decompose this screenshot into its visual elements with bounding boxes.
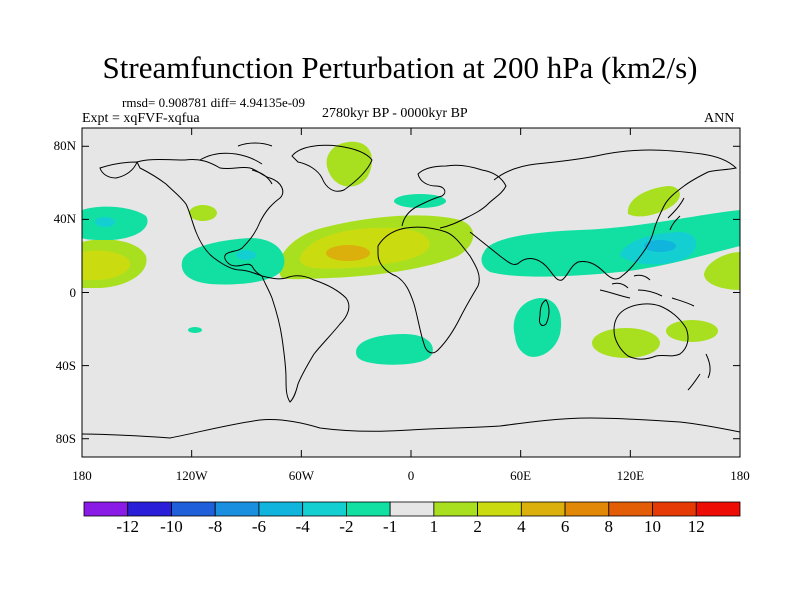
anomaly-north-atlantic-peak [326,245,370,261]
anomaly-south-atlantic [356,334,433,365]
colorbar-swatch [564,501,610,517]
coast-asia [469,149,738,281]
colorbar-swatch [302,501,347,517]
season-label: ANN [704,111,735,126]
map-background [82,128,740,457]
colorbar-swatch [345,501,391,517]
colorbar-swatch [608,501,653,517]
anomaly-east-pacific-east [704,252,740,290]
plot-title: Streamfunction Perturbation at 200 hPa (… [102,50,698,85]
coast-north-america [136,159,284,277]
colorbar-swatch [477,501,522,517]
anomaly-south-indian-australia [592,328,660,358]
coast-japan [667,197,685,231]
lat-tick-label: 80N [53,138,76,154]
experiment-label: Expt = xqFVF-xqfua [82,111,200,126]
lon-tick-label: 60E [510,468,532,483]
anomaly-central-pacific-core [82,250,131,280]
anomaly-northeast-asia [627,186,680,217]
coast-maritime-continent [599,274,695,307]
coast-south-america [261,275,350,403]
colorbar-swatch [652,501,697,517]
lon-tick-label: 180 [72,468,92,483]
anomaly-central-north-pacific [82,206,148,240]
colorbar-label: -4 [295,517,310,536]
lat-tick-label: 40N [53,211,76,227]
stats-label: rmsd= 0.908781 diff= 4.94135e-09 [122,95,306,110]
lon-tick-label: 180 [730,468,750,483]
colorbar-swatch [433,501,479,517]
colorbar-label: 8 [604,517,614,536]
coast-africa [377,226,480,354]
colorbar-label: 12 [687,517,705,536]
anomaly-southwest-pacific-patch [188,327,202,333]
colorbar-swatch [83,501,129,517]
anomaly-north-pacific-small [189,205,217,221]
colorbar-label: -1 [383,517,398,536]
lon-tick-label: 120E [616,468,645,483]
lat-tick-label: 0 [69,284,77,300]
colorbar-label: 1 [429,517,439,536]
coast-alaska [99,161,138,179]
anomaly-caribbean-core [236,250,256,260]
colorbar-swatch [258,501,304,517]
lon-tick-label: 120W [175,468,208,483]
lat-tick-label: 40S [55,357,76,373]
colorbar-label: -6 [251,517,266,536]
colorbar [83,501,741,517]
axis-ticks [81,128,741,457]
colorbar-swatch [695,501,741,517]
colorbar-label: -10 [160,517,183,536]
coast-madagascar [539,299,550,327]
lat-tick-label: 80S [55,430,76,446]
period-label: 2780kyr BP - 0000kyr BP [322,106,468,121]
colorbar-swatch [171,501,216,517]
colorbar-swatch [127,501,172,517]
anomaly-greenland [326,141,372,187]
coast-greenland [291,144,373,192]
coast-australia [613,303,689,360]
colorbar-swatch [520,501,566,517]
coast-antarctica [82,417,740,439]
anomaly-central-north-pacific-core [95,217,115,227]
coast-new-zealand [687,353,711,391]
colorbar-label: -8 [208,517,223,536]
coastlines [82,142,740,439]
anomaly-field [82,141,740,365]
colorbar-label: 4 [517,517,526,536]
colorbar-swatch [389,501,435,517]
anomaly-asian-band-peak [644,240,676,252]
anomaly-tasman [666,320,718,342]
colorbar-label: 2 [473,517,482,536]
colorbar-label: -12 [116,517,140,536]
coast-europe [401,164,507,229]
colorbar-label: 6 [560,517,570,536]
anomaly-caribbean-gulf [181,238,285,285]
lon-tick-label: 0 [407,468,415,483]
lon-tick-label: 60W [288,468,314,483]
colorbar-swatch [214,501,260,517]
anomaly-europe [394,194,446,208]
colorbar-label: -2 [339,517,354,536]
colorbar-label: 10 [644,517,662,536]
coast-arctic-islands [199,142,273,185]
